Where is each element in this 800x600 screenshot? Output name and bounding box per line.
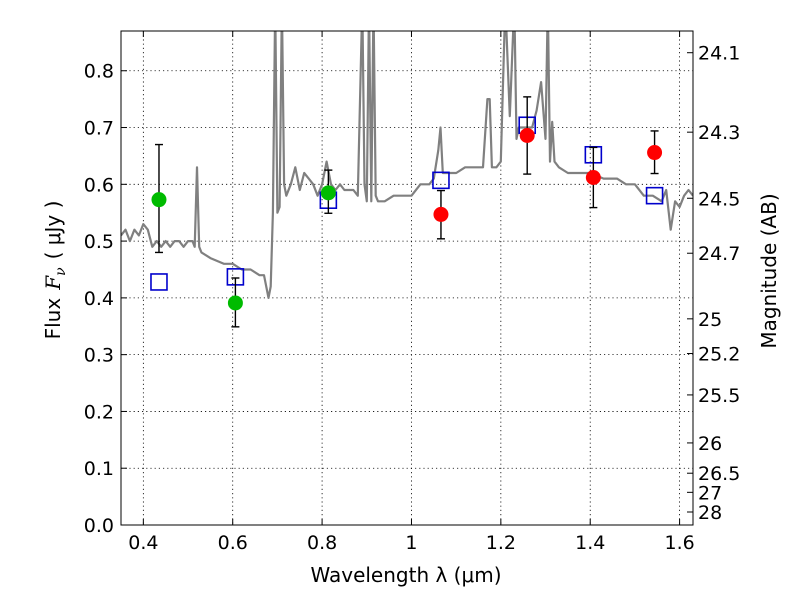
x-axis-label: Wavelength λ (μm): [310, 563, 501, 587]
y2-tick-label: 26.5: [698, 463, 740, 485]
y2-tick-label: 24.3: [698, 122, 740, 144]
data-markers: [150, 96, 664, 328]
y-tick-label: 0.0: [84, 515, 114, 537]
observed-point: [227, 295, 243, 311]
y-axis-label-subscript: ν: [53, 267, 69, 276]
observed-point: [647, 145, 663, 161]
plot-frame: [120, 30, 694, 526]
y-tick-label: 0.5: [84, 231, 114, 253]
model-spectrum: [121, 31, 693, 299]
y2-tick-label: 24.5: [698, 188, 740, 210]
y2-tick-label: 25: [698, 309, 722, 331]
y-axis-label: Flux Fν ( μJy ): [41, 201, 69, 340]
y-axis-label-lead: Flux: [41, 298, 65, 340]
model-photometry-square: [432, 171, 450, 190]
observed-point: [585, 169, 601, 185]
observed-point: [519, 127, 535, 143]
y-tick-label: 0.4: [84, 288, 114, 310]
y2-tick-label: 24.7: [698, 243, 740, 265]
y-tick-label: 0.7: [84, 118, 114, 140]
y-axis-label-unit: ( μJy ): [41, 201, 65, 260]
x-tick-label: 1.4: [575, 532, 605, 554]
x-tick-label: 0.6: [218, 532, 248, 554]
y-tick-label: 0.1: [84, 458, 114, 480]
x-tick-label: 1.2: [486, 532, 516, 554]
y2-axis-label: Magnitude (AB): [757, 193, 781, 348]
observed-point: [151, 192, 167, 208]
model-photometry-square: [150, 273, 168, 291]
y2-tick-label: 25.2: [698, 344, 740, 366]
y2-tick-label: 27: [698, 482, 722, 504]
x-tick-label: 0.4: [128, 532, 158, 554]
model-spectrum-line: [121, 31, 693, 299]
x-tick-label: 1: [405, 532, 417, 554]
y2-tick-label: 25.5: [698, 385, 740, 407]
y-tick-label: 0.6: [84, 174, 114, 196]
y-tick-label: 0.3: [84, 345, 114, 367]
x-tick-label: 0.8: [307, 532, 337, 554]
y-tick-label: 0.8: [84, 61, 114, 83]
y2-tick-label: 26: [698, 433, 722, 455]
y-tick-label: 0.2: [84, 401, 114, 423]
y2-tick-label: 28: [698, 502, 722, 524]
x-tick-label: 1.6: [664, 532, 694, 554]
axis-ticks: 0.4 0.6 0.8 1 1.2 1.4 1.6 0.0 0.1 0.2 0.3 0.4 0.5 0.6…: [84, 31, 740, 554]
observed-point: [433, 206, 449, 222]
y2-tick-label: 24.1: [698, 43, 740, 65]
model-photometry-square: [645, 186, 664, 205]
y-axis-label-symbol: F: [41, 275, 65, 291]
observed-point: [320, 185, 336, 201]
